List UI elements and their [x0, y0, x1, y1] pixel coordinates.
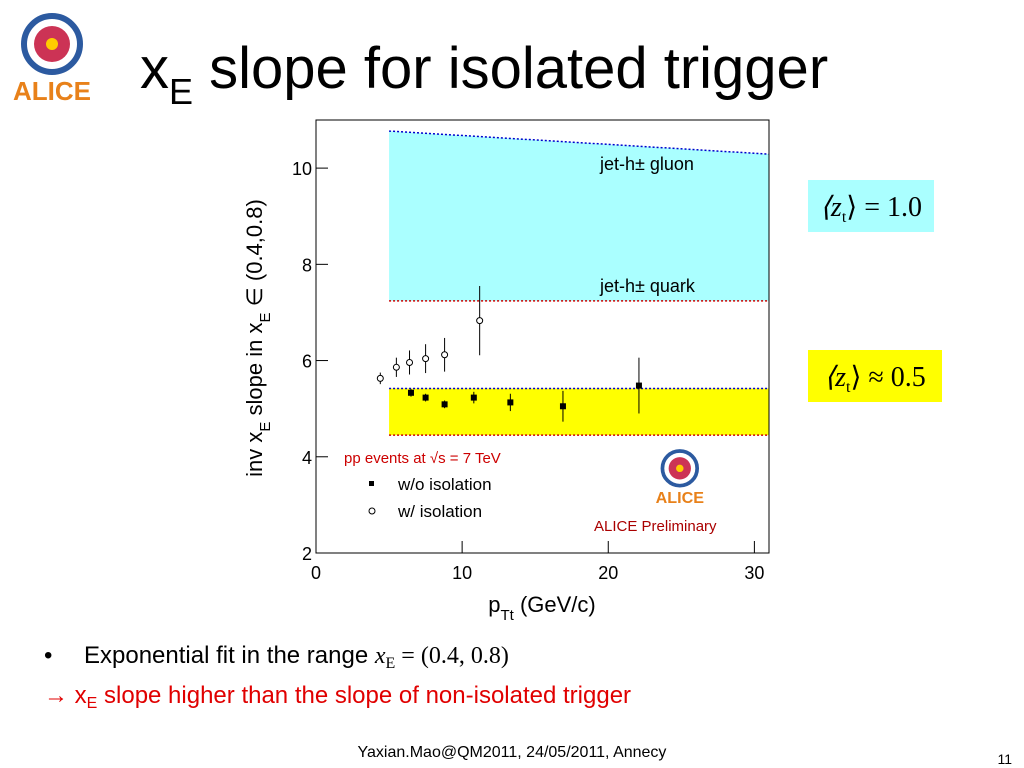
bullet: → xE slope higher than the slope of non-…	[44, 682, 631, 712]
svg-text:⟨zt⟩ ≈ 0.5: ⟨zt⟩ ≈ 0.5	[824, 362, 926, 396]
point	[407, 389, 414, 396]
zt-sub: t	[842, 209, 847, 226]
annotation: jet-h± gluon	[599, 154, 694, 174]
x-label-part: p	[488, 592, 500, 617]
bullet-part: x	[374, 643, 386, 669]
legend-label: w/ isolation	[397, 502, 482, 521]
title-part: slope for isolated trigger	[193, 36, 828, 101]
bullet-part: → x	[44, 682, 87, 709]
x-tick-label: 20	[598, 563, 618, 583]
y-label-part: slope in x	[242, 323, 267, 422]
point	[441, 351, 449, 359]
bullet-part: slope higher than the slope of non-isola…	[97, 682, 631, 709]
bullet-sub: E	[386, 655, 396, 672]
x-tick-label: 0	[311, 563, 321, 583]
zt-part: ⟩ = 1.0	[846, 192, 922, 223]
x-label-sub: Tt	[501, 607, 515, 624]
band	[389, 388, 769, 436]
title-sub: E	[169, 71, 193, 112]
y-label-part: ∈ (0.4,0.8)	[242, 199, 267, 312]
zt-sub: t	[846, 379, 851, 396]
legend-label: w/o isolation	[397, 475, 492, 494]
logo-ring	[660, 449, 700, 488]
point	[422, 355, 430, 363]
point	[376, 374, 384, 382]
point	[422, 394, 429, 401]
bullet-part: Exponential fit in the range	[84, 642, 375, 669]
y-axis-label: inv xE slope in xE ∈ (0.4,0.8)	[242, 199, 274, 477]
y-label-sub: E	[257, 312, 274, 322]
svg-text:⟨zt⟩ = 1.0: ⟨zt⟩ = 1.0	[820, 192, 922, 226]
y-tick-label: 8	[302, 255, 312, 275]
annotation: ALICE Preliminary	[594, 518, 717, 535]
bullet: Exponential fit in the range xE = (0.4, …	[84, 642, 509, 672]
plot-frame	[315, 119, 770, 554]
zt-part: ⟨z	[820, 192, 842, 223]
point	[441, 401, 448, 408]
legend-marker	[369, 481, 374, 486]
zt-part: ⟨z	[824, 362, 846, 393]
logo-text: ALICE	[656, 489, 705, 507]
zt-box: ⟨zt⟩ = 1.0	[808, 180, 934, 232]
y-label-part: inv x	[242, 432, 267, 477]
point	[507, 399, 514, 406]
annotation: jet-h± quark	[599, 276, 696, 296]
bullet-mark: •	[44, 642, 52, 669]
footer: Yaxian.Mao@QM2011, 24/05/2011, Annecy	[358, 744, 667, 761]
point	[476, 317, 484, 325]
zt-part: ⟩ ≈ 0.5	[850, 362, 925, 393]
zt-box: ⟨zt⟩ ≈ 0.5	[808, 350, 942, 402]
y-tick-label: 2	[302, 544, 312, 564]
point	[470, 394, 477, 401]
bullet-sub: E	[87, 695, 98, 712]
band-edge	[389, 130, 770, 155]
x-tick-label: 30	[744, 563, 764, 583]
point	[635, 382, 642, 389]
alice-logo: ALICE	[13, 13, 91, 106]
page-number: 11	[997, 751, 1012, 767]
y-label-sub: E	[257, 422, 274, 432]
annotation: pp events at √s = 7 TeV	[344, 450, 501, 467]
point	[392, 363, 400, 371]
y-tick-label: 6	[302, 352, 312, 372]
logo-text: ALICE	[13, 76, 91, 106]
x-axis-label: pTt (GeV/c)	[488, 592, 596, 624]
slide-title: xE slope for isolated trigger	[140, 36, 828, 112]
band	[389, 131, 769, 301]
legend-marker	[368, 507, 376, 515]
title-part: x	[140, 36, 169, 101]
point	[406, 358, 414, 366]
y-tick-label: 10	[292, 159, 312, 179]
logo-dot	[676, 464, 684, 473]
bullet-part: = (0.4, 0.8)	[395, 643, 509, 669]
logo-dot	[46, 38, 58, 50]
x-label-part: (GeV/c)	[514, 592, 596, 617]
logo-ring	[21, 13, 83, 75]
x-tick-label: 10	[452, 563, 472, 583]
inset-logo: ALICE	[656, 449, 705, 507]
y-tick-label: 4	[302, 448, 312, 468]
point	[559, 403, 566, 410]
